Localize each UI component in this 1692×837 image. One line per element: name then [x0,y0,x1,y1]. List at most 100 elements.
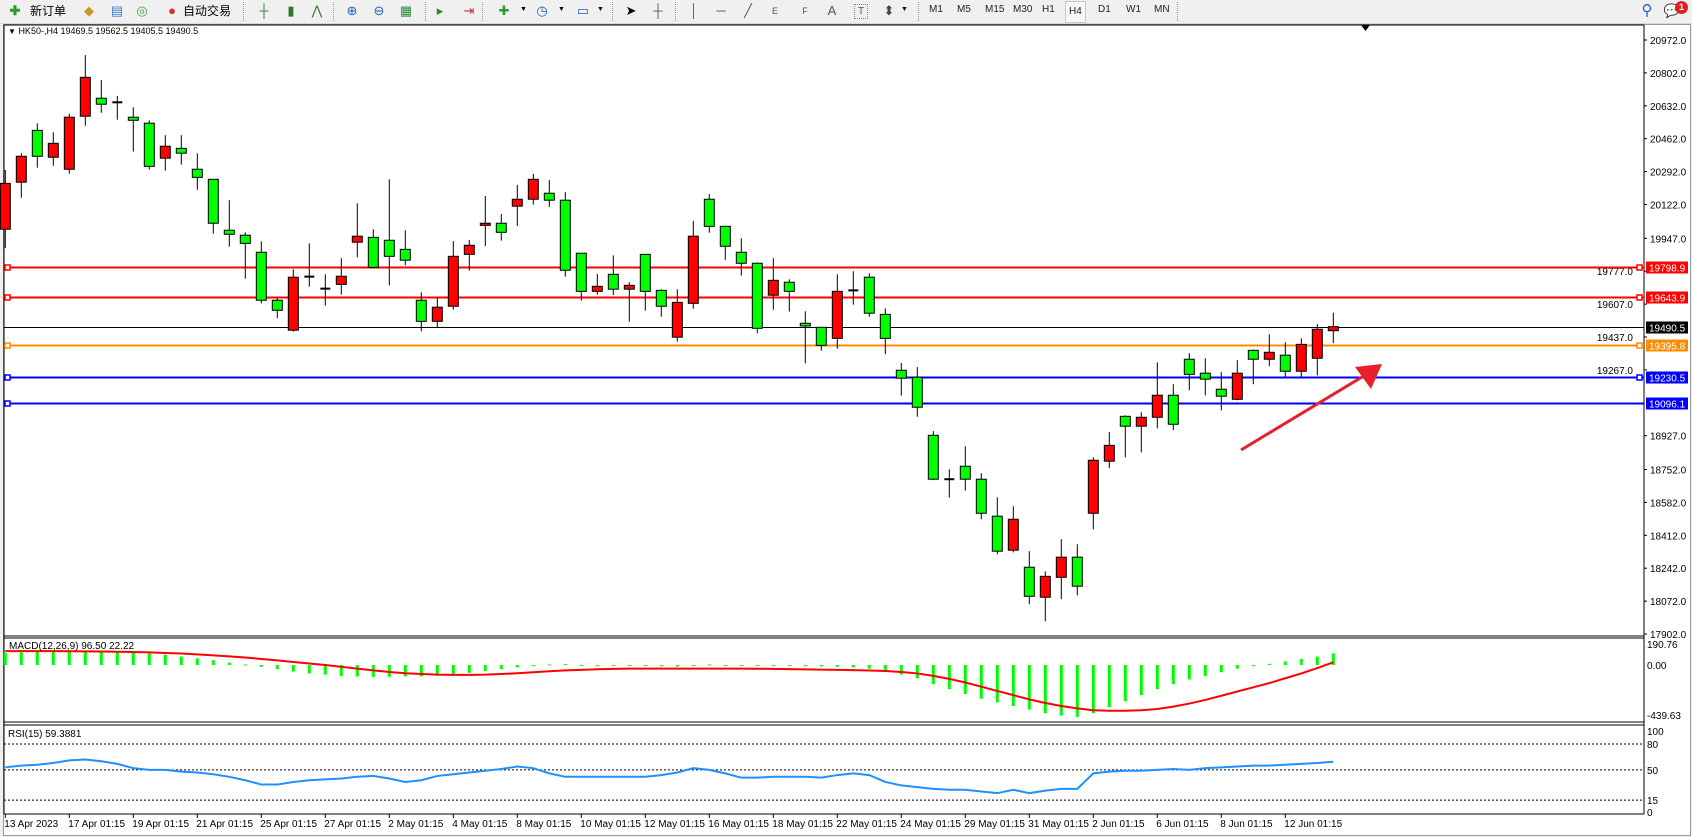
text-icon[interactable]: A [824,3,840,19]
search-icon[interactable]: ⚲ [1641,2,1653,19]
macd-histogram-bar [467,664,471,673]
trend-arrow-shaft [1240,375,1363,452]
candle-bullish [1007,518,1019,551]
macd-axis-label: -439.63 [1647,711,1681,722]
arrows-icon[interactable]: ⬍ [883,3,895,18]
price-axis-label: 19267.0 [1597,366,1634,377]
price-level-label: 19643.9 [1649,294,1686,305]
price-level-label: 19395.8 [1649,342,1686,353]
candle-doji [320,287,331,290]
zoom-out-icon[interactable]: ⊖ [373,3,385,18]
line-handle-icon[interactable] [1636,374,1643,381]
time-axis-label: 29 May 01:15 [964,819,1025,830]
bar-chart-icon[interactable]: ┼ [259,3,269,18]
price-level-label: 19490.5 [1649,324,1686,335]
candle-bullish [1263,351,1275,360]
line-handle-icon[interactable] [4,374,11,381]
timeframe-m15[interactable]: M15 [985,4,1005,15]
arrows-dropdown-icon[interactable]: ▼ [901,6,908,13]
auto-trading-icon[interactable]: ● [168,3,176,18]
candle-bearish [735,251,747,264]
toolbar-separator [1177,2,1179,21]
candle-bearish [239,234,251,244]
macd-histogram-bar [995,664,999,703]
rsi-axis-label: 15 [1647,796,1659,807]
line-handle-icon[interactable] [1636,294,1643,301]
line-handle-icon[interactable] [1636,342,1643,349]
crosshair-icon[interactable]: ┼ [653,3,663,18]
timeframe-m30[interactable]: M30 [1013,4,1033,15]
macd-histogram-bar [99,651,103,665]
timeframe-m5[interactable]: M5 [957,4,971,15]
new-order-icon[interactable]: ✚ [9,3,21,18]
candle-bearish [495,222,507,233]
periods-dropdown-icon[interactable]: ▼ [558,6,565,13]
macd-histogram-bar [1075,664,1079,717]
line-handle-icon[interactable] [4,342,11,349]
timeframe-h4[interactable]: H4 [1065,1,1086,23]
line-handle-icon[interactable] [1636,264,1643,271]
candlestick-chart-icon[interactable]: ▮ [287,3,295,18]
chart-menu-triangle-icon[interactable]: ▼ [8,27,16,36]
line-handle-icon[interactable] [4,264,11,271]
price-axis-label: 19947.0 [1650,234,1687,245]
equidistant-channel-icon[interactable]: E [767,3,783,19]
indicators-dropdown-icon[interactable]: ▼ [520,6,527,13]
timeframe-m1[interactable]: M1 [929,4,943,15]
macd-histogram-bar [1139,664,1143,696]
macd-histogram-bar [451,664,455,675]
periods-clock-icon[interactable]: ◷ [536,3,548,18]
timeframe-w1[interactable]: W1 [1126,4,1141,15]
cursor-arrow-icon[interactable]: ➤ [625,3,637,18]
line-handle-icon[interactable] [4,294,11,301]
candle-bearish [991,515,1003,552]
navigator-icon[interactable]: ◎ [136,3,148,18]
templates-dropdown-icon[interactable]: ▼ [597,6,604,13]
indicators-icon[interactable]: ✚ [498,3,510,18]
price-level-tag [1646,339,1688,352]
auto-scroll-icon[interactable]: ▸ [436,3,444,18]
macd-histogram-bar [1235,664,1239,669]
chart-shift-icon[interactable]: ⇥ [463,3,475,18]
tile-windows-icon[interactable]: ▦ [399,3,413,18]
price-axis-label: 18412.0 [1650,531,1687,542]
auto-trading-button[interactable]: 自动交易 [183,4,232,18]
templates-icon[interactable]: ▭ [576,3,590,18]
candle-bearish [1199,372,1211,380]
rsi-axis-label: 80 [1647,740,1659,751]
line-handle-icon[interactable] [4,400,11,407]
text-label-icon[interactable]: T [854,4,868,19]
macd-histogram-bar [579,664,583,666]
new-order-button[interactable]: 新订单 [30,4,67,18]
candle-bearish [639,253,651,292]
macd-histogram-bar [483,664,487,672]
macd-histogram-bar [787,664,791,666]
data-window-icon[interactable]: ▤ [110,3,124,18]
macd-histogram-bar [259,664,263,667]
time-axis-label: 25 Apr 01:15 [260,819,317,830]
candle-bearish [399,248,411,261]
macd-histogram-bar [771,664,775,666]
line-chart-icon[interactable]: ⋀ [311,3,323,18]
macd-histogram-bar [659,664,663,667]
timeframe-h1[interactable]: H1 [1042,4,1055,15]
candle-doji [304,275,315,278]
macd-histogram-bar [755,664,759,666]
price-level-label: 19230.5 [1649,374,1686,385]
macd-histogram-bar [1027,664,1031,710]
candle-bullish [15,155,27,183]
zoom-in-icon[interactable]: ⊕ [346,3,358,18]
vertical-line-icon[interactable]: │ [689,3,699,18]
candle-bearish [367,236,379,268]
chart-shift-marker-icon[interactable] [1361,25,1370,31]
fibonacci-icon[interactable]: F [797,3,813,19]
timeframe-d1[interactable]: D1 [1098,4,1111,15]
market-watch-icon[interactable]: ◆ [84,3,94,18]
macd-histogram-bar [1043,664,1047,714]
candle-bearish [751,262,763,329]
timeframe-mn[interactable]: MN [1154,4,1170,15]
trendline-icon[interactable]: ╱ [744,3,752,18]
candle-bearish [1071,556,1083,587]
horizontal-line-icon[interactable]: ─ [716,3,726,18]
